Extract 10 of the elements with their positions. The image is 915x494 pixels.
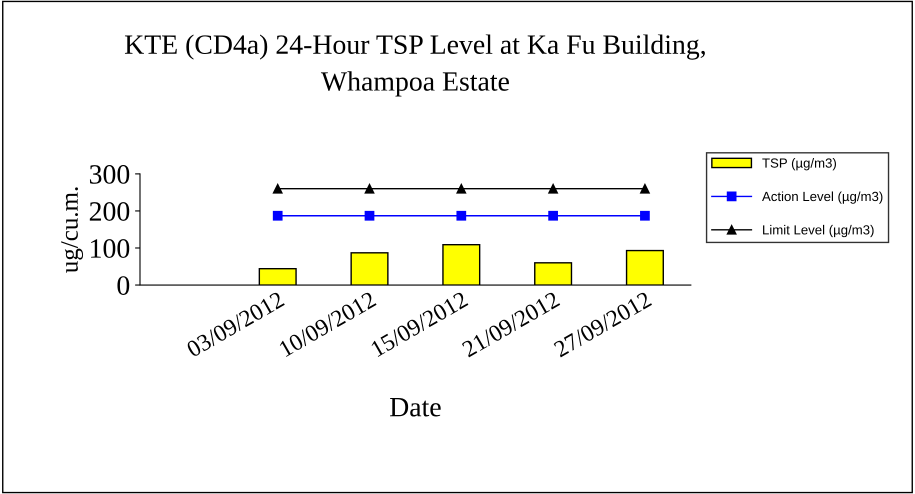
y-tick-label: 200 (90, 202, 130, 221)
y-tick-label: 300 (90, 165, 130, 184)
legend-label: Limit Level (µg/m3) (763, 224, 874, 238)
y-tick-label: 0 (117, 276, 130, 295)
chart-title: KTE (CD4a) 24-Hour TSP Level at Ka Fu Building, Whampoa Estate (124, 34, 705, 96)
y-axis-title: ug/cu.m. (61, 187, 84, 273)
y-tick-label: 100 (91, 239, 130, 258)
legend-label: Action Level (µg/m3) (762, 191, 882, 204)
x-axis-title: Date (390, 398, 441, 416)
legend-label: TSP (µg/m3) (762, 158, 836, 170)
